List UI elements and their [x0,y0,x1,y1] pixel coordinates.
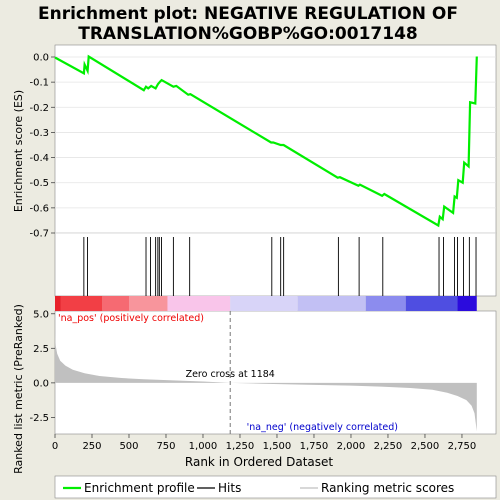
legend-enrichment-label: Enrichment profile [84,481,195,495]
neg-label: 'na_neg' (negatively correlated) [247,422,398,433]
x-tick-label: 2,000 [337,441,366,452]
ranking-metric-area [55,333,477,432]
legend-box [54,475,497,499]
hit-markers [83,237,477,296]
colorbar-segment [55,296,61,311]
es-y-tick-label: -0.3 [29,128,49,139]
colorbar-segment [297,296,366,311]
x-tick-label: 1,500 [263,441,292,452]
enrichment-profile-line [54,54,478,228]
legend-metric-label: Ranking metric scores [321,481,454,495]
colorbar-segment [167,296,231,311]
x-tick-label: 500 [119,441,138,452]
x-tick-label: 750 [156,441,175,452]
zero-cross-label: Zero cross at 1184 [186,369,275,380]
pos-label: 'na_pos' (positively correlated) [58,313,204,324]
colorbar-segment [457,296,477,311]
ranking-colorbar [55,296,477,311]
es-y-tick-label: -0.4 [29,153,49,164]
colorbar-segment [102,296,129,311]
es-y-tick-label: 0.0 [33,53,49,64]
colorbar-segment [405,296,458,311]
metric-y-tick-label: 0.0 [33,378,49,389]
es-gridlines [55,56,496,234]
chart-title-line2: TRANSLATION%GOBP%GO:0017148 [78,24,417,44]
es-panel [54,44,497,234]
colorbar-segment [128,296,168,311]
metric-y-tick-label: -2.5 [29,413,49,424]
es-y-tick-label: -0.2 [29,103,49,114]
colorbar-segment [60,296,103,311]
es-y-tick-label: -0.5 [29,178,49,189]
legend: Enrichment profile Hits Ranking metric s… [54,475,497,499]
es-y-axis-label: Enrichment score (ES) [12,90,25,212]
x-tick-label: 2,500 [411,441,440,452]
es-y-tick-label: -0.6 [29,203,49,214]
x-tick-label: 2,750 [448,441,477,452]
es-y-axis: 0.0 -0.1 -0.2 -0.3 -0.4 -0.5 -0.6 -0.7 [29,53,55,240]
metric-y-tick-label: 5.0 [33,309,49,320]
metric-panel [54,310,497,435]
chart-title-line1: Enrichment plot: NEGATIVE REGULATION OF [38,4,458,24]
metric-y-axis: 5.0 2.5 0.0 -2.5 [29,309,55,424]
es-y-tick-label: -0.7 [29,229,49,240]
x-tick-label: 1,000 [189,441,218,452]
x-tick-label: 2,250 [374,441,403,452]
colorbar-segment [230,296,298,311]
metric-y-axis-label: Ranked list metric (PreRanked) [12,304,25,474]
x-tick-label: 1,250 [226,441,255,452]
legend-hits-label: Hits [218,481,241,495]
es-y-tick-label: -0.1 [29,78,49,89]
x-tick-label: 1,750 [300,441,329,452]
metric-y-tick-label: 2.5 [33,344,49,355]
colorbar-segment [365,296,406,311]
x-axis-label: Rank in Ordered Dataset [185,455,333,469]
x-tick-label: 250 [82,441,101,452]
x-axis: 0 250 500 750 1,000 1,250 1,500 1,750 2,000 2,250… [52,434,476,452]
hits-panel [54,232,497,297]
x-tick-label: 0 [52,441,58,452]
